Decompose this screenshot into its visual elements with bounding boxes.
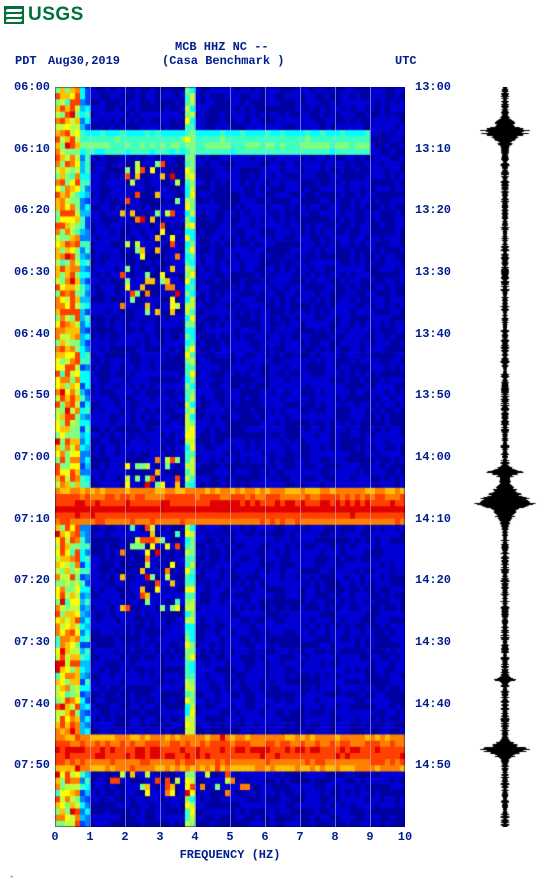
pdt-tick: 06:00 — [5, 81, 50, 93]
pdt-time-axis: 06:0006:1006:2006:3006:4006:5007:0007:10… — [5, 87, 55, 827]
pdt-tick: 06:20 — [5, 204, 50, 216]
tz-left: PDT — [15, 54, 37, 68]
pdt-tick: 07:20 — [5, 574, 50, 586]
freq-tick: 3 — [150, 830, 170, 844]
freq-tick: 1 — [80, 830, 100, 844]
utc-tick: 14:10 — [415, 513, 460, 525]
date: Aug30,2019 — [48, 54, 120, 68]
freq-tick: 10 — [395, 830, 415, 844]
freq-tick: 0 — [45, 830, 65, 844]
seismogram-trace — [465, 87, 545, 827]
pdt-tick: 07:00 — [5, 451, 50, 463]
spectrogram — [55, 87, 405, 827]
freq-tick: 6 — [255, 830, 275, 844]
utc-tick: 13:50 — [415, 389, 460, 401]
freq-tick: 8 — [325, 830, 345, 844]
utc-tick: 13:10 — [415, 143, 460, 155]
utc-tick: 14:40 — [415, 698, 460, 710]
utc-tick: 14:50 — [415, 759, 460, 771]
usgs-logo-text: USGS — [28, 4, 84, 26]
utc-tick: 14:30 — [415, 636, 460, 648]
site: (Casa Benchmark ) — [162, 54, 284, 68]
freq-tick: 5 — [220, 830, 240, 844]
utc-time-axis: 13:0013:1013:2013:3013:4013:5014:0014:10… — [410, 87, 460, 827]
pdt-tick: 07:40 — [5, 698, 50, 710]
pdt-tick: 07:10 — [5, 513, 50, 525]
pdt-tick: 07:30 — [5, 636, 50, 648]
utc-tick: 13:40 — [415, 328, 460, 340]
frequency-axis-label: FREQUENCY (HZ) — [55, 848, 405, 862]
freq-tick: 9 — [360, 830, 380, 844]
utc-tick: 13:00 — [415, 81, 460, 93]
tz-right: UTC — [395, 54, 417, 68]
frequency-axis: 012345678910 — [55, 830, 405, 850]
footer-mark: · — [8, 870, 15, 884]
station: MCB HHZ NC -- — [175, 40, 269, 54]
usgs-logo-mark — [4, 6, 24, 24]
utc-tick: 13:30 — [415, 266, 460, 278]
pdt-tick: 06:50 — [5, 389, 50, 401]
usgs-logo: USGS — [4, 4, 84, 26]
freq-tick: 4 — [185, 830, 205, 844]
pdt-tick: 06:10 — [5, 143, 50, 155]
utc-tick: 13:20 — [415, 204, 460, 216]
freq-tick: 2 — [115, 830, 135, 844]
utc-tick: 14:20 — [415, 574, 460, 586]
utc-tick: 14:00 — [415, 451, 460, 463]
pdt-tick: 06:30 — [5, 266, 50, 278]
freq-tick: 7 — [290, 830, 310, 844]
pdt-tick: 06:40 — [5, 328, 50, 340]
pdt-tick: 07:50 — [5, 759, 50, 771]
